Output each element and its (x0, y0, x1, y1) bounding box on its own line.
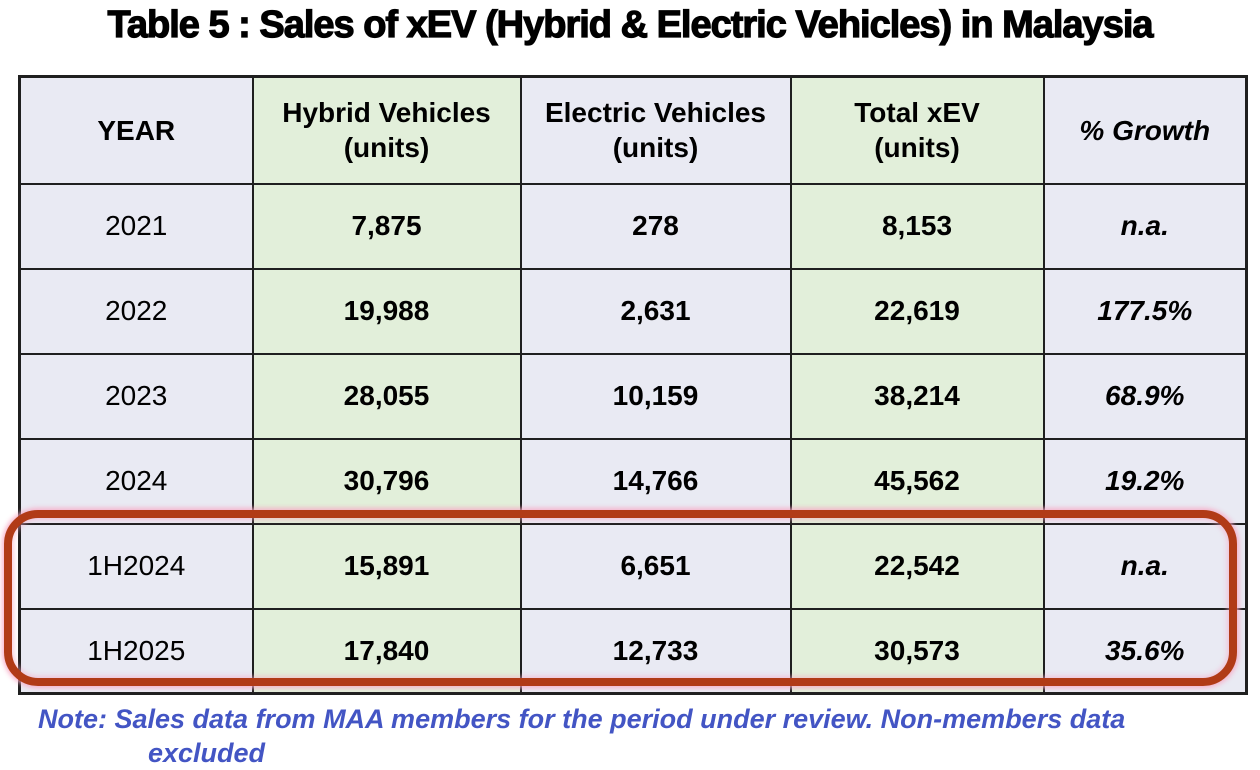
year-cell: 2024 (18, 437, 254, 525)
header-line: Hybrid Vehicles (282, 97, 491, 129)
footnote-line: Note: Sales data from MAA members for th… (38, 704, 1126, 734)
col-header-electric: Electric Vehicles (units) (519, 75, 792, 185)
year-cell: 2021 (18, 182, 254, 270)
year-cell: 2022 (18, 267, 254, 355)
header-line: Electric Vehicles (544, 97, 767, 129)
total-cell: 22,619 (789, 267, 1045, 355)
col-header-growth: % Growth (1042, 75, 1248, 185)
growth-cell: 19.2% (1042, 437, 1248, 525)
table-row-1h2025: 1H2025 17,840 12,733 30,573 35.6% (18, 607, 1248, 695)
table-row-2023: 2023 28,055 10,159 38,214 68.9% (18, 352, 1248, 440)
hybrid-cell: 15,891 (251, 522, 522, 610)
growth-cell: 177.5% (1042, 267, 1248, 355)
electric-cell: 10,159 (519, 352, 792, 440)
total-cell: 8,153 (789, 182, 1045, 270)
hybrid-cell: 28,055 (251, 352, 522, 440)
hybrid-cell: 19,988 (251, 267, 522, 355)
col-header-hybrid: Hybrid Vehicles (units) (251, 75, 522, 185)
total-cell: 38,214 (789, 352, 1045, 440)
electric-cell: 278 (519, 182, 792, 270)
total-cell: 45,562 (789, 437, 1045, 525)
growth-cell: 35.6% (1042, 607, 1248, 695)
year-cell: 1H2024 (18, 522, 254, 610)
year-cell: 2023 (18, 352, 254, 440)
col-header-year: YEAR (18, 75, 254, 185)
electric-cell: 14,766 (519, 437, 792, 525)
xev-sales-table: YEAR Hybrid Vehicles (units) Electric Ve… (18, 75, 1248, 695)
footnote: Note: Sales data from MAA members for th… (38, 702, 1125, 770)
growth-cell: n.a. (1042, 522, 1248, 610)
table-row-1h2024: 1H2024 15,891 6,651 22,542 n.a. (18, 522, 1248, 610)
header-line: (units) (874, 132, 960, 164)
header-row: YEAR Hybrid Vehicles (units) Electric Ve… (18, 75, 1248, 185)
hybrid-cell: 17,840 (251, 607, 522, 695)
electric-cell: 12,733 (519, 607, 792, 695)
header-line: (units) (343, 132, 430, 164)
hybrid-cell: 30,796 (251, 437, 522, 525)
growth-cell: n.a. (1042, 182, 1248, 270)
header-line: (units) (612, 132, 699, 164)
table-row-2024: 2024 30,796 14,766 45,562 19.2% (18, 437, 1248, 525)
table-row-2022: 2022 19,988 2,631 22,619 177.5% (18, 267, 1248, 355)
total-cell: 22,542 (789, 522, 1045, 610)
year-cell: 1H2025 (18, 607, 254, 695)
footnote-line: excluded (148, 738, 266, 768)
growth-cell: 68.9% (1042, 352, 1248, 440)
table-row-2021: 2021 7,875 278 8,153 n.a. (18, 182, 1248, 270)
hybrid-cell: 7,875 (251, 182, 522, 270)
electric-cell: 2,631 (519, 267, 792, 355)
col-header-total: Total xEV (units) (789, 75, 1045, 185)
header-line: Total xEV (854, 97, 980, 129)
total-cell: 30,573 (789, 607, 1045, 695)
page-title: Table 5 : Sales of xEV (Hybrid & Electri… (107, 3, 1154, 46)
electric-cell: 6,651 (519, 522, 792, 610)
